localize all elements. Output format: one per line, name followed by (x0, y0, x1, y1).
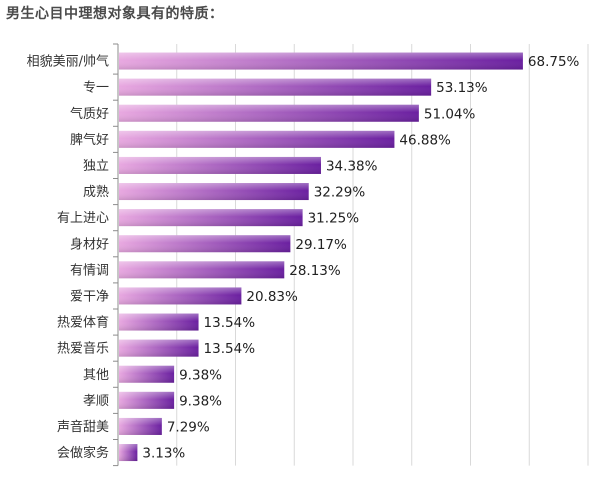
gridlines (176, 44, 589, 466)
category-label: 有情调 (70, 263, 109, 278)
data-label: 46.88% (399, 132, 451, 148)
category-label: 成熟 (83, 184, 109, 200)
category-label: 有上进心 (57, 211, 109, 226)
category-label: 爱干净 (70, 289, 109, 304)
bar-sheen (119, 287, 242, 305)
data-label: 20.83% (246, 289, 298, 305)
category-label: 身材好 (70, 236, 109, 252)
data-label: 34.38% (326, 158, 378, 174)
bar-sheen (119, 365, 175, 383)
data-label: 32.29% (314, 185, 366, 201)
bar-sheen (119, 417, 162, 435)
bar-sheen (119, 104, 419, 122)
y-axis (113, 43, 119, 467)
bar-sheen (119, 235, 291, 253)
data-label: 3.13% (142, 446, 185, 462)
category-label: 热爱音乐 (57, 341, 109, 357)
bar-sheen (119, 339, 199, 357)
category-label: 其他 (83, 368, 109, 383)
data-label: 29.17% (295, 237, 347, 253)
data-label: 13.54% (204, 341, 256, 357)
data-label: 7.29% (167, 419, 210, 435)
data-label: 31.25% (308, 211, 360, 227)
chart-title: 男生心目中理想对象具有的特质： (6, 6, 224, 22)
data-label: 9.38% (179, 367, 222, 383)
bar-sheen (119, 183, 309, 201)
labels: 相貌美丽/帅气 68.75% 专一 53.13% 气质好 51.04% 脾气好 46.88% 独… (27, 54, 580, 462)
data-label: 28.13% (289, 263, 341, 279)
data-label: 68.75% (528, 54, 580, 70)
bars (119, 52, 523, 462)
category-label: 相貌美丽/帅气 (27, 54, 109, 70)
category-label: 脾气好 (70, 132, 109, 148)
bar-sheen (119, 156, 321, 174)
category-label: 专一 (83, 81, 109, 96)
bar-sheen (119, 444, 138, 462)
bar-sheen (119, 391, 175, 409)
category-label: 会做家务 (57, 445, 109, 461)
category-label: 独立 (83, 159, 109, 174)
category-label: 声音甜美 (57, 419, 109, 435)
category-label: 孝顺 (83, 394, 109, 409)
data-label: 53.13% (436, 80, 488, 96)
bar-sheen (119, 78, 432, 96)
category-label: 热爱体育 (57, 315, 109, 331)
category-label: 气质好 (70, 106, 109, 122)
data-label: 9.38% (179, 393, 222, 409)
bar-sheen (119, 261, 285, 279)
bar-sheen (119, 209, 303, 227)
data-label: 13.54% (204, 315, 256, 331)
bar-sheen (119, 52, 523, 70)
bar-sheen (119, 130, 395, 148)
bar-sheen (119, 313, 199, 331)
data-label: 51.04% (424, 106, 476, 122)
